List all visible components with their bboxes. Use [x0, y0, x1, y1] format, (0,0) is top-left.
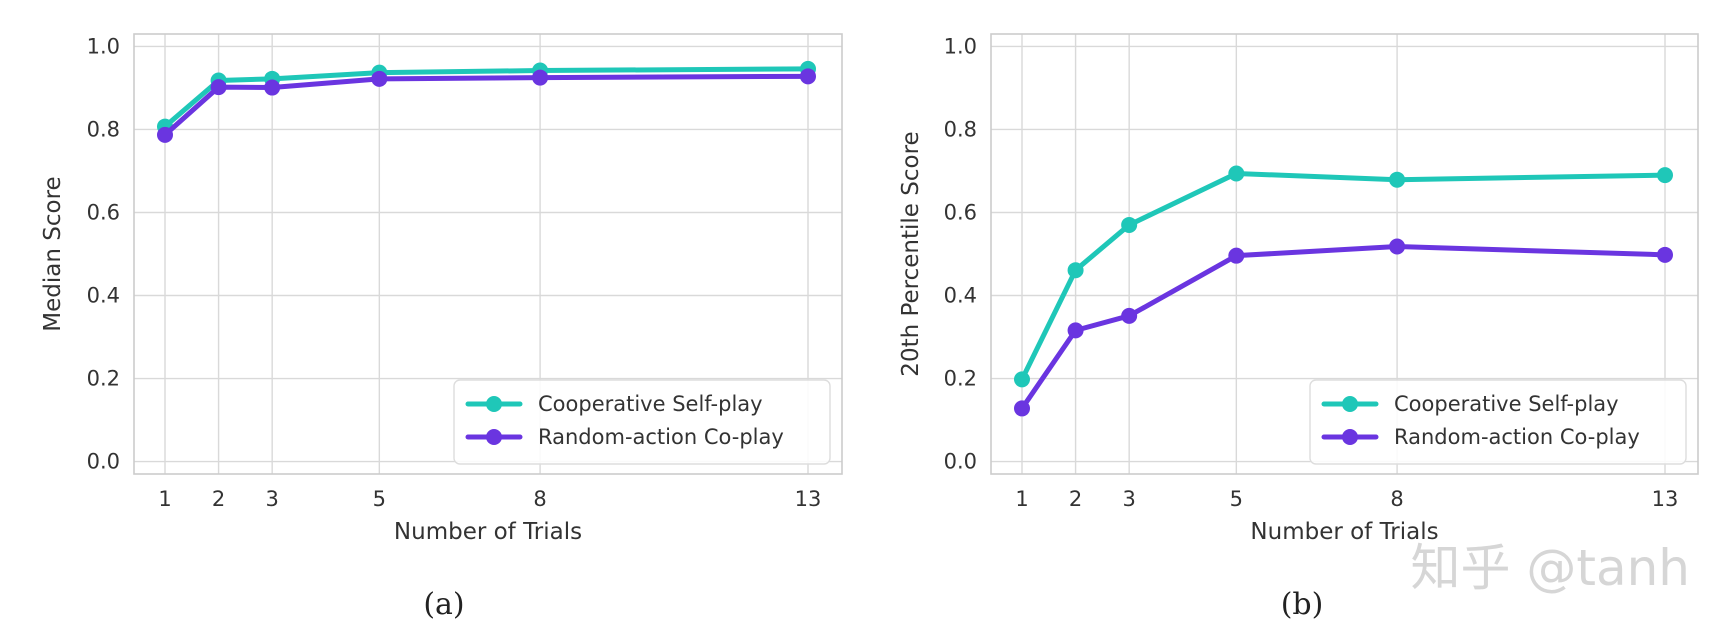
y-tick-label: 0.4 [944, 284, 977, 308]
legend-swatch-marker [1342, 396, 1358, 412]
x-tick-label: 3 [1122, 487, 1135, 511]
series-line [162, 66, 811, 130]
legend-label: Cooperative Self-play [538, 392, 763, 416]
y-tick-label: 0.0 [944, 450, 977, 474]
figure-caption: (a) [423, 587, 464, 622]
legend-label: Random-action Co-play [538, 425, 784, 449]
y-tick-label: 0.2 [944, 367, 977, 391]
legend-swatch-marker [486, 429, 502, 445]
data-point [1121, 307, 1138, 324]
data-point [1228, 247, 1245, 264]
data-point [1657, 246, 1673, 263]
y-tick-label: 0.6 [944, 200, 977, 224]
y-tick-label: 0.8 [87, 117, 120, 141]
series-line [1019, 170, 1668, 382]
figure-caption: (b) [1281, 587, 1324, 622]
legend-label: Cooperative Self-play [1394, 392, 1619, 416]
x-tick-label: 3 [265, 487, 278, 511]
data-point [1067, 322, 1084, 339]
legend-swatch-marker [1342, 429, 1358, 445]
series-line [162, 73, 811, 138]
x-tick-label: 2 [212, 487, 225, 511]
data-point [371, 70, 388, 87]
data-point [1014, 400, 1030, 417]
y-axis-label: Median Score [40, 176, 66, 331]
x-tick-label: 1 [1015, 487, 1028, 511]
y-tick-label: 1.0 [944, 34, 977, 58]
data-point [157, 126, 173, 143]
chart-panel-a: 0.0 0.2 0.4 0.6 0.8 1.0 1 2 3 5 8 13 Number of Trial… [40, 33, 843, 622]
y-tick-label: 0.8 [944, 117, 977, 141]
y-tick-label: 0.6 [87, 200, 120, 224]
x-tick-label: 13 [795, 487, 822, 511]
x-axis-label: Number of Trials [1250, 519, 1438, 545]
y-tick-label: 0.2 [87, 367, 120, 391]
y-tick-label: 0.4 [87, 284, 120, 308]
y-tick-label: 1.0 [87, 34, 120, 58]
chart-panel-b: 0.0 0.2 0.4 0.6 0.8 1.0 1 2 3 5 8 13 Number of Trial… [898, 33, 1699, 622]
legend-label: Random-action Co-play [1394, 425, 1640, 449]
plot-frame [990, 33, 1699, 475]
data-point [800, 68, 816, 85]
legend-swatch-marker [486, 396, 502, 412]
data-point [1657, 167, 1673, 184]
data-point [264, 79, 281, 96]
x-tick-label: 1 [158, 487, 171, 511]
x-tick-label: 8 [533, 487, 546, 511]
legend-box [453, 379, 831, 465]
x-tick-label: 5 [1230, 487, 1243, 511]
x-tick-label: 13 [1652, 487, 1679, 511]
data-point [1067, 262, 1084, 279]
data-point [1389, 238, 1406, 255]
x-tick-label: 5 [373, 487, 386, 511]
x-tick-label: 8 [1390, 487, 1403, 511]
y-axis-label: 20th Percentile Score [898, 131, 924, 376]
legend-box [1309, 379, 1687, 465]
data-point [532, 69, 549, 86]
data-point [1014, 371, 1030, 388]
x-tick-label: 2 [1069, 487, 1082, 511]
data-point [210, 79, 227, 96]
data-point [1121, 216, 1138, 233]
watermark: 知乎 @tanh [1410, 539, 1690, 597]
data-point [1389, 171, 1406, 188]
x-axis-label: Number of Trials [394, 519, 582, 545]
data-point [1228, 165, 1245, 182]
series-line [1019, 244, 1668, 411]
plot-frame [133, 33, 843, 475]
y-tick-label: 0.0 [87, 450, 120, 474]
